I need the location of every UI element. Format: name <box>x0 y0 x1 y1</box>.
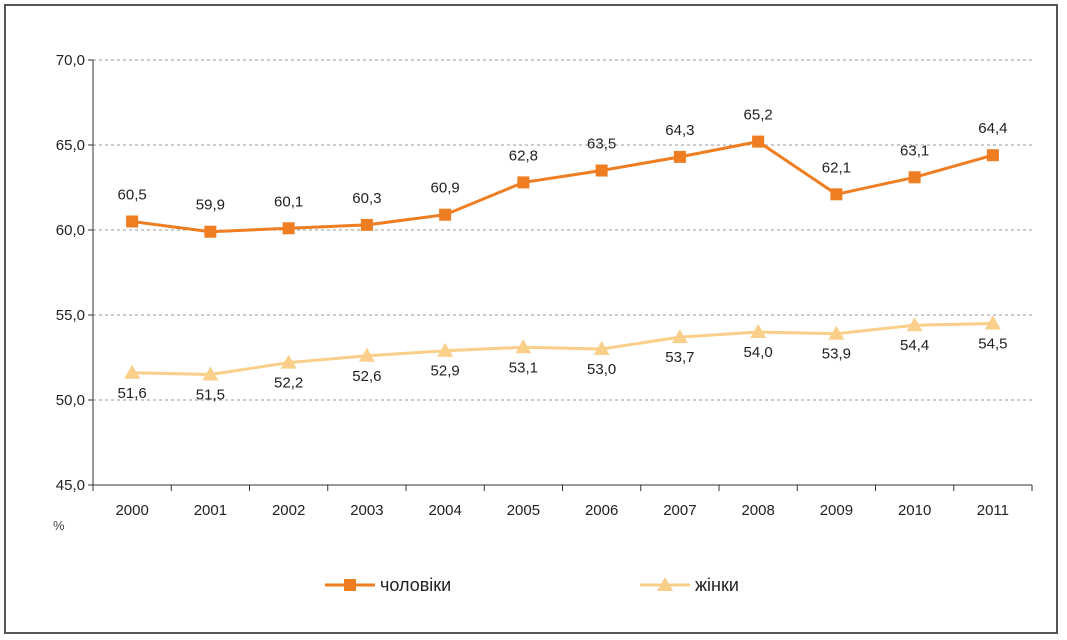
data-point-triangle <box>906 317 923 332</box>
y-tick-label: 60,0 <box>56 222 85 239</box>
data-point-square <box>908 171 921 184</box>
data-point-square <box>126 215 139 228</box>
data-label: 53,7 <box>665 349 694 366</box>
series-line <box>131 140 994 234</box>
legend-item-men: чоловіки <box>325 575 451 595</box>
y-tick-labels: 45,0 50,0 55,0 60,0 65,0 70,0 <box>56 52 85 494</box>
data-point-square <box>439 208 452 221</box>
y-tick-label: 50,0 <box>56 392 85 409</box>
y-tick-label: 70,0 <box>56 52 85 69</box>
series-women: 51,6 51,5 52,2 52,6 52,9 53,1 53,0 53,7 54,0 53,9… <box>118 315 1007 404</box>
data-point-triangle <box>358 347 375 362</box>
legend-item-women: жінки <box>640 575 739 595</box>
legend-marker-triangle <box>657 577 673 591</box>
data-point-triangle <box>750 324 767 338</box>
legend-marker-square <box>344 579 356 591</box>
data-label: 52,6 <box>352 368 381 385</box>
data-label: 52,2 <box>274 375 303 392</box>
data-point-square <box>204 225 217 238</box>
data-label: 63,5 <box>587 136 616 153</box>
data-point-triangle <box>124 364 141 379</box>
x-tick-label: 2007 <box>663 502 696 519</box>
y-tick-label: 65,0 <box>56 137 85 154</box>
x-tick-labels: 2000 2001 2002 2003 2004 2005 2006 2007 2008 2009… <box>115 502 1009 519</box>
x-tick-label: 2005 <box>507 502 540 519</box>
y-tick-label: 45,0 <box>56 477 85 494</box>
data-label: 53,9 <box>822 346 851 363</box>
data-label: 60,5 <box>118 187 147 204</box>
data-label: 60,9 <box>431 180 460 197</box>
data-label: 60,3 <box>352 190 381 207</box>
data-point-square <box>673 150 686 163</box>
data-label: 53,1 <box>509 359 538 376</box>
y-tick-label: 55,0 <box>56 307 85 324</box>
data-label: 64,3 <box>665 122 694 139</box>
data-point-square <box>830 188 843 201</box>
legend-label: жінки <box>695 575 739 595</box>
data-label: 65,2 <box>744 107 773 124</box>
data-label: 53,0 <box>587 361 616 378</box>
data-label: 59,9 <box>196 197 225 214</box>
data-label: 64,4 <box>978 120 1007 137</box>
data-point-triangle <box>437 342 454 357</box>
data-point-triangle <box>280 354 297 369</box>
data-point-square <box>517 176 530 189</box>
data-label: 54,0 <box>744 344 773 361</box>
data-point-triangle <box>671 329 688 344</box>
chart-frame <box>4 4 1058 634</box>
legend-label: чоловіки <box>380 575 451 595</box>
x-tick-label: 2011 <box>977 502 1009 519</box>
x-tick-label: 2008 <box>741 502 774 519</box>
data-label: 52,9 <box>431 363 460 380</box>
data-point-square <box>752 135 765 148</box>
x-tick-label: 2004 <box>428 502 461 519</box>
data-label: 51,5 <box>196 387 225 404</box>
data-point-triangle <box>984 315 1001 330</box>
data-point-triangle <box>515 339 532 354</box>
data-point-square <box>986 149 999 162</box>
data-label: 60,1 <box>274 193 303 210</box>
x-tick-label: 2010 <box>898 502 931 519</box>
x-tick-label: 2009 <box>820 502 853 519</box>
data-point-triangle <box>593 341 610 355</box>
data-label: 63,1 <box>900 142 929 159</box>
x-tick-label: 2006 <box>585 502 618 519</box>
series-men: 60,5 59,9 60,1 60,3 60,9 62,8 63,5 64,3 65,2 62,1… <box>118 107 1007 238</box>
data-point-square <box>595 164 608 177</box>
data-point-square <box>360 218 373 231</box>
y-axis-unit-label: % <box>53 518 65 533</box>
x-tick-label: 2003 <box>350 502 383 519</box>
data-label: 54,5 <box>978 336 1007 353</box>
series-group: 60,5 59,9 60,1 60,3 60,9 62,8 63,5 64,3 65,2 62,1… <box>118 107 1008 404</box>
x-tick-label: 2002 <box>272 502 305 519</box>
data-point-square <box>282 222 295 235</box>
data-point-triangle <box>202 366 219 381</box>
data-point-triangle <box>828 325 845 340</box>
data-label: 62,8 <box>509 147 538 164</box>
x-tick-label: 2001 <box>194 502 227 519</box>
x-tick-label: 2000 <box>115 502 148 519</box>
series-line <box>132 322 993 377</box>
data-label: 51,6 <box>118 385 147 402</box>
axes <box>88 59 1033 491</box>
legend: чоловіки жінки <box>325 575 739 595</box>
data-label: 54,4 <box>900 337 929 354</box>
data-label: 62,1 <box>822 159 851 176</box>
